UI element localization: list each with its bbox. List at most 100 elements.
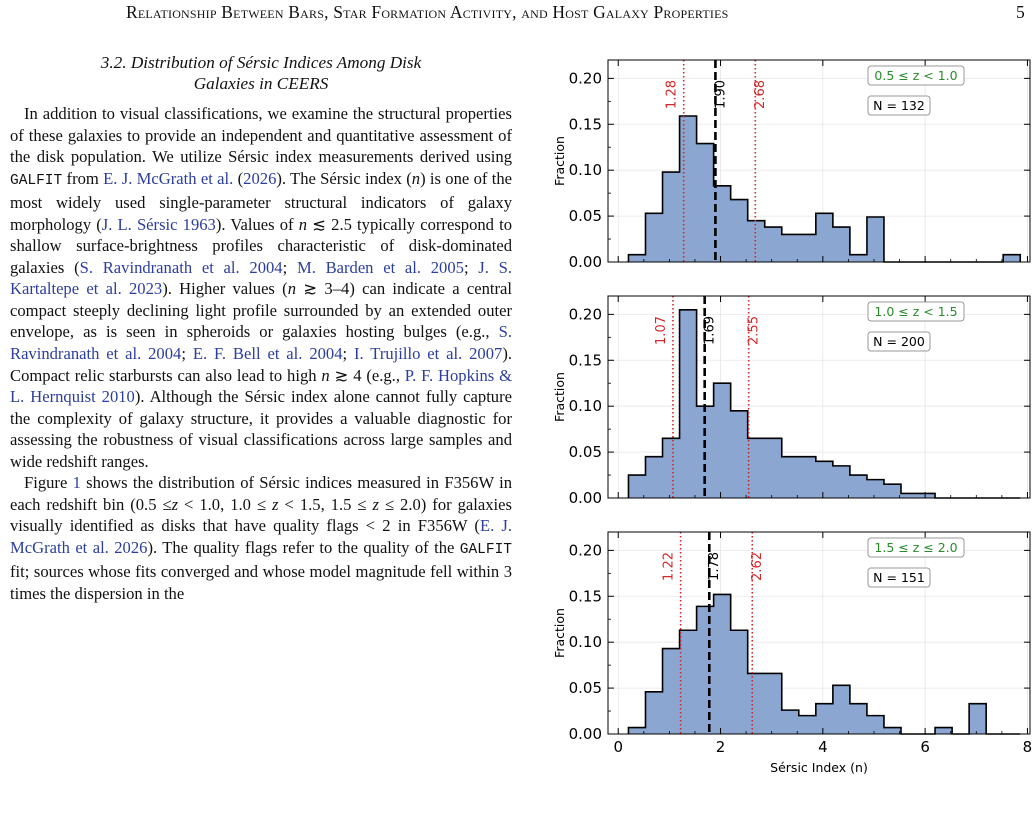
running-head: Relationship Between Bars, Star Formatio…: [0, 0, 1034, 30]
page-number: 5: [1016, 2, 1025, 22]
histogram-bin: [935, 728, 952, 734]
histogram-bin: [782, 710, 799, 734]
text-run: shows the distribution of Sérsic indices…: [10, 473, 512, 514]
text-run: ≤ 2.0) for galaxies visually identified …: [10, 494, 512, 536]
histogram-bin: [833, 685, 850, 734]
citation-link[interactable]: J. L. Sérsic 1963: [101, 214, 216, 234]
math-symbol: z: [272, 494, 279, 514]
math-symbol: n: [411, 168, 421, 188]
y-axis-label: Fraction: [552, 136, 567, 186]
histogram-bin: [680, 630, 697, 734]
text-run: ≳ 3–4) can indicate a central compact st…: [10, 279, 512, 342]
citation-link[interactable]: S. Ravindranath et al. 2004: [79, 257, 283, 277]
section-number: 3.2.: [100, 53, 127, 72]
histogram-panel-2: 1.07 1.69 2.55 0.00 0.05 0.10 0.15 0.20 Fraction…: [552, 295, 1031, 507]
histogram-bin: [799, 716, 816, 734]
x-tick-label: 6: [920, 738, 930, 756]
text-column: 3.2. Distribution of Sérsic Indices Amon…: [10, 52, 512, 605]
histogram-bin: [816, 704, 833, 734]
histogram-bin: [680, 310, 697, 498]
median-label: 1.69: [703, 316, 718, 345]
histogram-bin: [628, 255, 645, 262]
text-run: fit; sources whose fits converged and wh…: [10, 562, 512, 604]
histogram-bin: [748, 221, 765, 262]
histogram-fill: [628, 309, 1021, 498]
y-axis-label: Fraction: [552, 608, 567, 658]
citation-link[interactable]: 2026: [243, 168, 277, 188]
axes-frame: [607, 531, 1031, 735]
sample-size-label: N = 200: [873, 334, 925, 349]
y-tick-label: 0.00: [569, 253, 602, 271]
histogram-panel-3: 1.22 1.78 2.62 0.00 0.05 0.10 0.15 0.20 Fraction…: [552, 531, 1033, 775]
citation-link[interactable]: P. F. Hopkins & L. Hernquist 2010: [10, 365, 512, 407]
histogram-bin: [816, 213, 833, 262]
redshift-bin-box: [867, 537, 965, 558]
histogram-bin: [645, 692, 662, 734]
text-run: ;: [181, 344, 193, 364]
histogram-outline: [627, 308, 1021, 499]
citation-link[interactable]: J. S. Kartaltepe et al. 2023: [10, 257, 513, 299]
redshift-bin-box: [867, 301, 965, 322]
histogram-bin: [714, 594, 731, 734]
math-symbol: n: [298, 214, 307, 234]
median-label: 1.78: [707, 552, 722, 581]
histogram-bin: [782, 457, 799, 498]
histogram-bin: [697, 606, 714, 734]
histogram-bin: [850, 255, 867, 262]
histogram-bin: [884, 728, 901, 734]
x-tick-label: 0: [613, 738, 623, 756]
text-run: (: [233, 168, 244, 188]
y-tick-label: 0.15: [569, 587, 602, 605]
p84-label: 2.68: [753, 80, 768, 109]
histogram-bin: [816, 461, 833, 498]
paragraph-2: Figure 1 shows the distribution of Sérsi…: [10, 472, 512, 604]
redshift-bin-label: 0.5 ≤ z < 1.0: [874, 68, 957, 83]
histogram-bin: [782, 234, 799, 262]
citation-link[interactable]: E. J. McGrath et al. 2026: [10, 516, 512, 557]
histogram-bin: [833, 466, 850, 498]
x-tick-label: 8: [1023, 738, 1033, 756]
text-run: ) is one of the most widely used single-…: [10, 168, 512, 234]
histogram-bin: [1003, 255, 1020, 262]
text-run: ). Values of: [215, 214, 299, 234]
citation-link[interactable]: E. J. McGrath et al.: [103, 168, 234, 188]
histogram-bin: [628, 728, 645, 734]
p84-label: 2.55: [747, 316, 762, 345]
histogram-bin: [799, 457, 816, 498]
text-run: from: [62, 168, 104, 188]
histogram-bin: [748, 438, 765, 498]
text-run: ;: [282, 257, 297, 277]
histogram-bin: [884, 484, 901, 498]
histogram-bin: [697, 144, 714, 262]
histogram-bin: [663, 649, 680, 734]
section-heading: 3.2. Distribution of Sérsic Indices Amon…: [10, 52, 512, 94]
section-title-line2: Galaxies in CEERS: [193, 74, 329, 93]
citation-link[interactable]: 1: [72, 473, 81, 493]
math-symbol: n: [287, 279, 296, 299]
histogram-bin: [663, 172, 680, 262]
sample-size-box: [867, 95, 931, 116]
histogram-bin: [628, 475, 645, 498]
citation-link[interactable]: S. Ravindranath et al. 2004: [10, 322, 512, 364]
y-tick-label: 0.20: [569, 305, 602, 323]
math-symbol: z: [372, 494, 379, 514]
y-tick-label: 0.05: [569, 443, 602, 461]
text-run: ). The Sérsic index (: [276, 168, 412, 188]
text-run: ). Although the Sérsic index alone canno…: [10, 387, 512, 471]
y-tick-label: 0.05: [569, 679, 602, 697]
histogram-bin: [731, 200, 748, 262]
histogram-bin: [645, 457, 662, 498]
citation-link[interactable]: I. Trujillo et al. 2007: [354, 344, 503, 364]
p16-label: 1.22: [662, 552, 677, 581]
citation-link[interactable]: M. Barden et al. 2005: [296, 257, 464, 277]
figure-1-sersic-histograms: 1.28 1.90 2.68 0.00 0.05 0.10 0.15 0.20 Fraction…: [530, 40, 1034, 818]
y-tick-label: 0.10: [569, 397, 602, 415]
citation-link[interactable]: E. F. Bell et al. 2004: [192, 344, 343, 364]
math-symbol: z: [171, 494, 179, 514]
y-axis-label: Fraction: [552, 372, 567, 422]
histogram-bin: [731, 630, 748, 734]
histogram-bin: [867, 716, 884, 734]
histogram-fill: [628, 116, 1021, 262]
y-tick-label: 0.20: [569, 541, 602, 559]
histogram-bin: [714, 383, 731, 498]
